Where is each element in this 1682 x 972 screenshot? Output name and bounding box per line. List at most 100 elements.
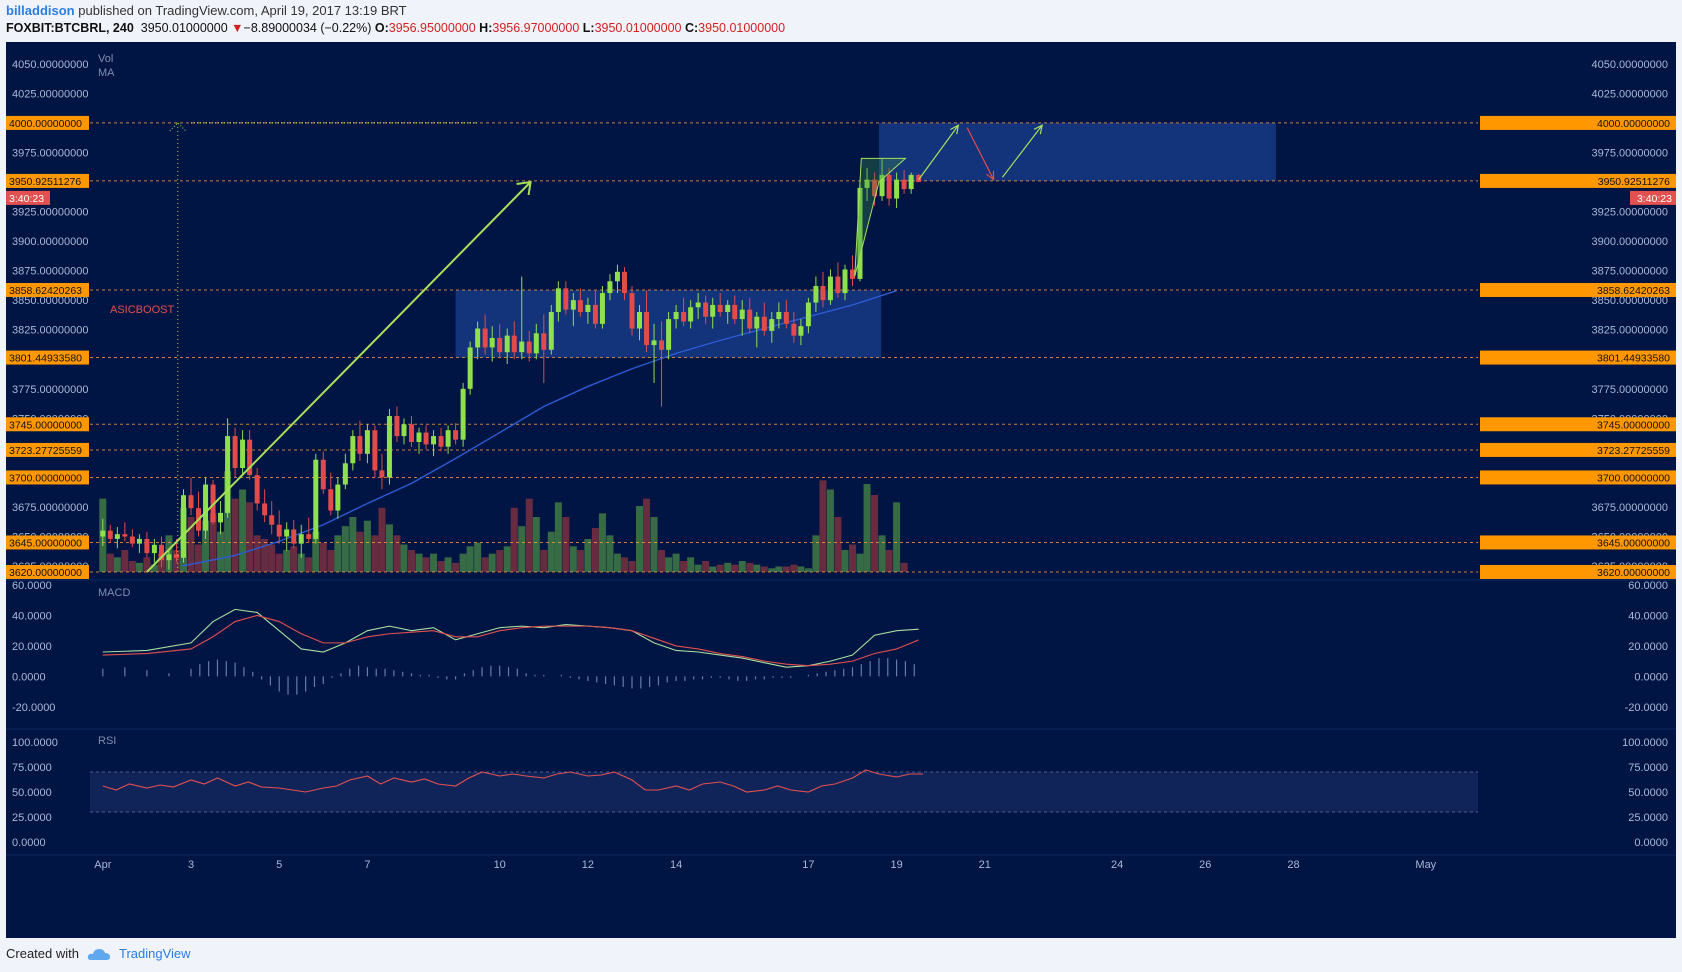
volume-bar <box>415 553 423 572</box>
level-label-right: 3723.27725559 <box>1597 445 1670 457</box>
macd-tick-left: 60.0000 <box>12 580 52 592</box>
volume-bar <box>709 566 717 572</box>
candle-body <box>313 459 319 539</box>
tradingview-cloud-icon <box>87 948 110 960</box>
candle-body <box>497 338 503 353</box>
level-label-left: 3858.62420263 <box>9 285 82 297</box>
volume-bar <box>621 557 629 572</box>
candle-body <box>651 340 657 346</box>
tradingview-brand[interactable]: TradingView <box>118 946 191 961</box>
level-badge-left <box>6 470 89 485</box>
vertical-marker-head <box>169 122 187 132</box>
volume-bar <box>547 531 555 572</box>
x-tick-label: 26 <box>1199 859 1211 871</box>
level-label-left: 3723.27725559 <box>9 445 82 457</box>
volume-bar <box>900 562 908 572</box>
volume-bar <box>658 550 666 572</box>
candle-body <box>262 503 268 516</box>
volume-bar <box>812 535 820 572</box>
volume-label: Vol <box>98 53 113 65</box>
candle-body <box>291 529 297 544</box>
level-label-right: 3801.44933580 <box>1597 353 1670 365</box>
candle-body <box>416 432 422 442</box>
countdown-label-right: 3:40:23 <box>1637 193 1672 205</box>
candle-body <box>136 538 142 544</box>
candle-body <box>453 430 459 440</box>
candle-body <box>857 187 863 279</box>
volume-bar <box>635 506 643 572</box>
candle-body <box>577 300 583 312</box>
price-tick-left: 3900.00000000 <box>12 236 88 248</box>
level-label-right: 3645.00000000 <box>1597 537 1670 549</box>
volume-bar <box>680 561 688 572</box>
price-change: −8.89000034 (−0.22%) <box>243 21 372 35</box>
macd-tick-right: 60.0000 <box>1628 580 1668 592</box>
trend-arrow-head <box>516 180 532 196</box>
candle-body <box>306 534 312 539</box>
rsi-tick-right: 75.0000 <box>1628 762 1668 774</box>
x-tick-label: 24 <box>1111 859 1123 871</box>
candle-body <box>570 300 576 310</box>
x-tick-label: 3 <box>188 859 194 871</box>
level-badge-right <box>1480 470 1676 485</box>
level-badge-right <box>1480 442 1676 457</box>
macd-tick-right: 40.0000 <box>1628 610 1668 622</box>
volume-bar <box>209 513 217 572</box>
x-tick-label: 17 <box>802 859 814 871</box>
candle-body <box>622 271 628 294</box>
volume-bar <box>341 526 349 572</box>
ma-label: MA <box>98 67 115 79</box>
volume-bar <box>268 544 276 572</box>
volume-bar <box>474 542 482 572</box>
macd-tick-right: -20.0000 <box>1625 702 1668 714</box>
volume-bar <box>753 564 761 572</box>
candle-body <box>423 432 429 445</box>
volume-bar <box>113 557 121 572</box>
rsi-tick-right: 0.0000 <box>1634 837 1668 849</box>
author-name[interactable]: billaddison <box>6 3 75 18</box>
price-tick-left: 3775.00000000 <box>12 384 88 396</box>
volume-bar <box>459 553 467 572</box>
volume-bar <box>716 564 724 572</box>
candle-body <box>482 328 488 348</box>
x-tick-label: 10 <box>494 859 506 871</box>
candle-body <box>563 288 569 310</box>
candle-body <box>203 484 209 531</box>
candle-body <box>379 470 385 478</box>
volume-bar <box>437 561 445 572</box>
price-chart[interactable]: 4050.00000000 4050.00000000 4025.00000000 4… <box>6 42 1676 938</box>
volume-bar <box>518 526 526 572</box>
candle-body <box>761 316 767 331</box>
triangle-pattern <box>854 157 907 277</box>
level-badge-left <box>6 535 89 550</box>
level-label-left: 3700.00000000 <box>9 472 82 484</box>
candle-body <box>401 424 407 437</box>
level-label-right: 3700.00000000 <box>1597 472 1670 484</box>
publish-text: published on TradingView.com, April 19, … <box>78 3 407 18</box>
volume-bar <box>319 542 327 572</box>
candle-body <box>791 323 797 336</box>
rsi-tick-left: 25.0000 <box>12 812 52 824</box>
price-tick-left: 3925.00000000 <box>12 207 88 219</box>
candle-body <box>328 489 334 511</box>
level-badge-left <box>6 173 89 188</box>
volume-bar <box>393 535 401 572</box>
price-tick-left: 3875.00000000 <box>12 266 88 278</box>
candle-body <box>886 174 892 199</box>
level-badge-right <box>1480 350 1676 365</box>
price-tick-left: 4025.00000000 <box>12 88 88 100</box>
candle-body <box>504 335 510 353</box>
volume-bar <box>562 517 570 572</box>
volume-bar <box>224 471 232 572</box>
volume-bar <box>452 562 460 572</box>
symbol-info: FOXBIT:BTCBRL, 240 3950.01000000 ▼−8.890… <box>6 21 785 35</box>
price-tick-right: 3900.00000000 <box>1592 236 1668 248</box>
candle-body <box>879 174 885 197</box>
volume-bar <box>797 566 805 572</box>
volume-bar <box>187 517 195 572</box>
price-tick-right: 3850.00000000 <box>1592 295 1668 307</box>
volume-bar <box>687 557 695 572</box>
candle-body <box>431 436 437 445</box>
level-badge-left <box>6 350 89 365</box>
candle-body <box>842 269 848 294</box>
